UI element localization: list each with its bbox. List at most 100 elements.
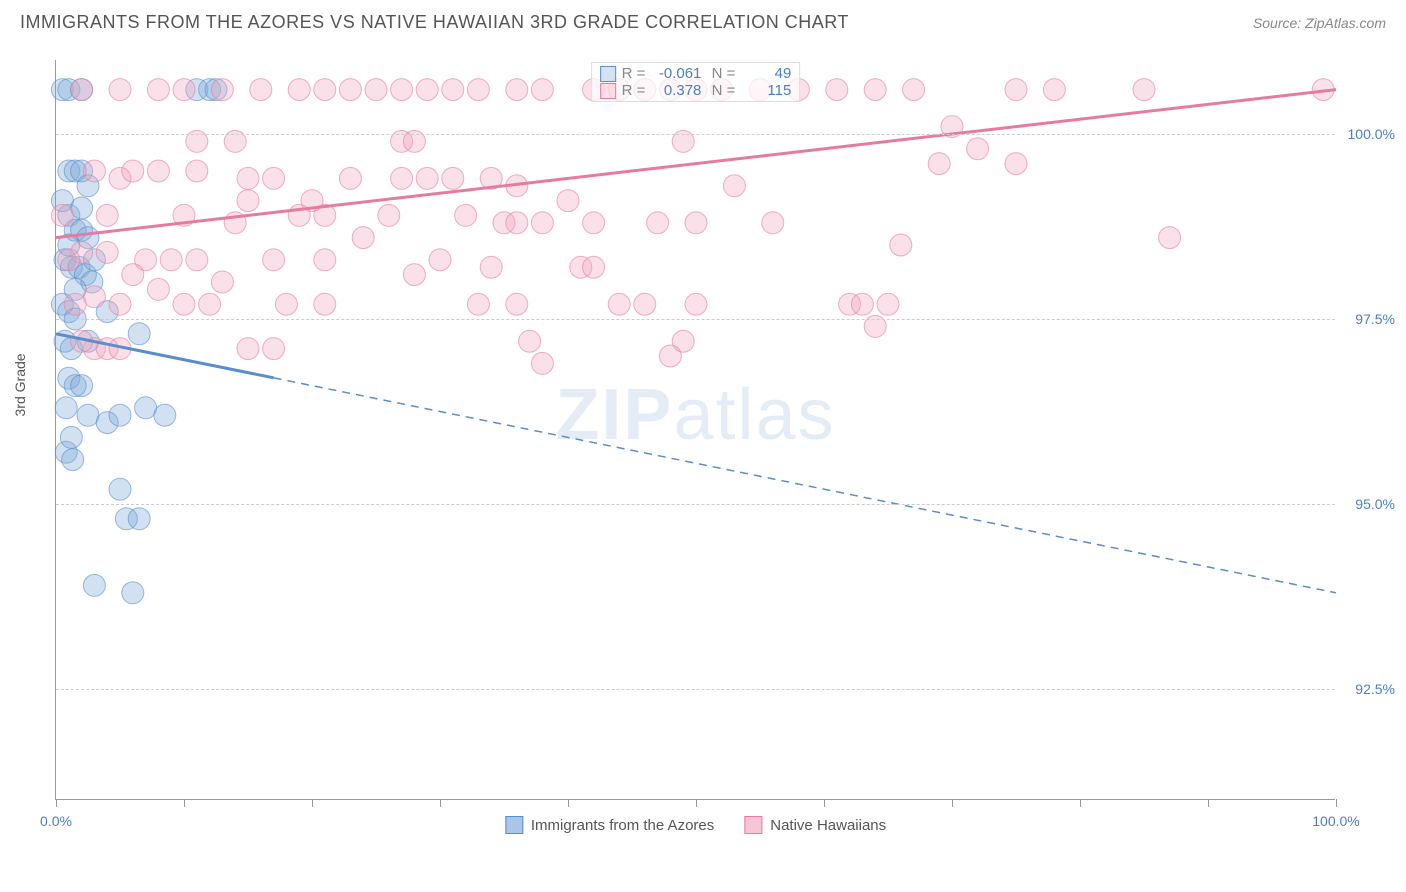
- y-tick-label: 97.5%: [1355, 311, 1395, 327]
- scatter-point: [391, 79, 413, 101]
- scatter-point: [1159, 227, 1181, 249]
- scatter-point: [403, 264, 425, 286]
- legend-label: Native Hawaiians: [770, 817, 886, 834]
- series-legend: Immigrants from the Azores Native Hawaiia…: [505, 816, 886, 834]
- scatter-point: [96, 241, 118, 263]
- scatter-point: [83, 160, 105, 182]
- scatter-point: [391, 167, 413, 189]
- scatter-point: [160, 249, 182, 271]
- scatter-point: [314, 293, 336, 315]
- gridline: [56, 504, 1335, 505]
- scatter-point: [429, 249, 451, 271]
- scatter-point: [55, 397, 77, 419]
- x-tick: [56, 799, 57, 807]
- x-tick: [440, 799, 441, 807]
- scatter-point: [583, 212, 605, 234]
- scatter-point: [531, 352, 553, 374]
- legend-label: Immigrants from the Azores: [531, 817, 714, 834]
- scatter-point: [685, 293, 707, 315]
- chart-title: IMMIGRANTS FROM THE AZORES VS NATIVE HAW…: [20, 12, 849, 33]
- scatter-point: [109, 79, 131, 101]
- scatter-point: [583, 256, 605, 278]
- scatter-point: [1005, 79, 1027, 101]
- x-tick: [824, 799, 825, 807]
- x-tick: [1208, 799, 1209, 807]
- scatter-point: [928, 153, 950, 175]
- legend-swatch-icon: [505, 816, 523, 834]
- scatter-point: [442, 79, 464, 101]
- legend-swatch-icon: [600, 66, 616, 82]
- scatter-point: [147, 278, 169, 300]
- scatter-point: [557, 190, 579, 212]
- scatter-point: [903, 79, 925, 101]
- scatter-point: [634, 293, 656, 315]
- scatter-point: [890, 234, 912, 256]
- scatter-point: [1005, 153, 1027, 175]
- scatter-point: [442, 167, 464, 189]
- scatter-point: [83, 574, 105, 596]
- x-tick: [952, 799, 953, 807]
- chart-container: 3rd Grade ZIPatlas R =-0.061 N =49 R =0.…: [45, 50, 1385, 830]
- scatter-point: [659, 345, 681, 367]
- scatter-point: [275, 293, 297, 315]
- scatter-point: [71, 375, 93, 397]
- scatter-point: [455, 204, 477, 226]
- trend-line-dashed: [274, 378, 1336, 593]
- legend-row: R =0.378 N =115: [600, 82, 792, 99]
- scatter-point: [64, 293, 86, 315]
- legend-item: Immigrants from the Azores: [505, 816, 714, 834]
- scatter-point: [77, 404, 99, 426]
- scatter-point: [199, 293, 221, 315]
- scatter-point: [967, 138, 989, 160]
- scatter-point: [83, 286, 105, 308]
- scatter-point: [186, 249, 208, 271]
- scatter-point: [109, 293, 131, 315]
- scatter-point: [685, 212, 707, 234]
- scatter-point: [506, 212, 528, 234]
- scatter-point: [864, 79, 886, 101]
- scatter-point: [122, 264, 144, 286]
- scatter-point: [826, 79, 848, 101]
- scatter-point: [1133, 79, 1155, 101]
- x-tick-label: 100.0%: [1312, 813, 1359, 829]
- scatter-point: [314, 249, 336, 271]
- scatter-point: [416, 167, 438, 189]
- scatter-point: [173, 79, 195, 101]
- legend-n-label: N =: [707, 65, 735, 82]
- legend-r-value: 0.378: [651, 82, 701, 99]
- y-tick-label: 92.5%: [1355, 681, 1395, 697]
- scatter-point: [250, 79, 272, 101]
- scatter-point: [147, 79, 169, 101]
- scatter-point: [288, 79, 310, 101]
- scatter-point: [608, 293, 630, 315]
- scatter-point: [506, 79, 528, 101]
- scatter-point: [263, 167, 285, 189]
- scatter-point: [135, 397, 157, 419]
- scatter-point: [96, 204, 118, 226]
- gridline: [56, 689, 1335, 690]
- legend-row: R =-0.061 N =49: [600, 65, 792, 82]
- scatter-point: [211, 79, 233, 101]
- scatter-point: [531, 212, 553, 234]
- scatter-point: [173, 293, 195, 315]
- y-axis-label: 3rd Grade: [12, 353, 28, 416]
- scatter-point: [237, 167, 259, 189]
- scatter-point: [109, 404, 131, 426]
- scatter-point: [723, 175, 745, 197]
- plot-area: ZIPatlas R =-0.061 N =49 R =0.378 N =115…: [55, 60, 1335, 800]
- source-attribution: Source: ZipAtlas.com: [1253, 15, 1386, 31]
- scatter-point: [154, 404, 176, 426]
- scatter-point: [365, 79, 387, 101]
- scatter-point: [51, 204, 73, 226]
- x-tick: [1336, 799, 1337, 807]
- legend-n-label: N =: [707, 82, 735, 99]
- x-tick: [184, 799, 185, 807]
- gridline: [56, 319, 1335, 320]
- scatter-point: [467, 79, 489, 101]
- gridline: [56, 134, 1335, 135]
- scatter-point: [58, 249, 80, 271]
- legend-swatch-icon: [600, 83, 616, 99]
- scatter-point: [128, 323, 150, 345]
- scatter-point: [531, 79, 553, 101]
- scatter-point: [71, 197, 93, 219]
